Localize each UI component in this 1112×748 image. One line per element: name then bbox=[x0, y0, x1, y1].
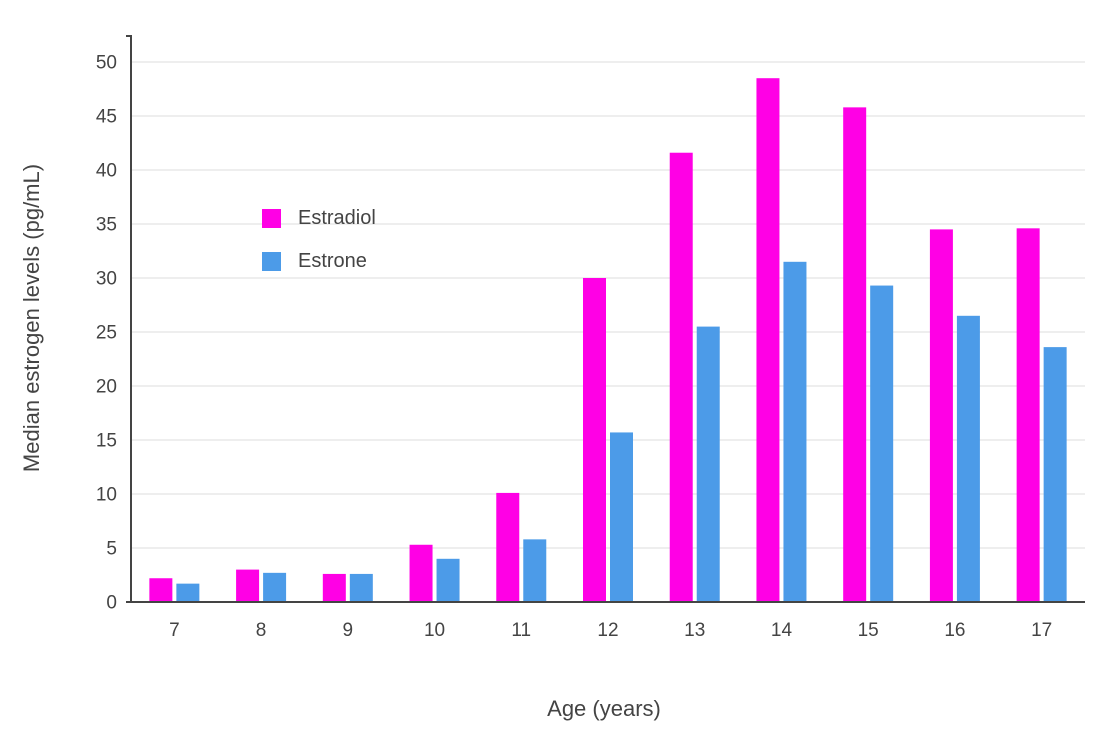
estradiol-swatch-icon bbox=[262, 209, 281, 228]
bar-estradiol bbox=[149, 578, 173, 602]
bar-estradiol bbox=[843, 107, 867, 603]
bar-estrone bbox=[783, 261, 807, 602]
bar-estrone bbox=[610, 432, 633, 602]
y-tick-label: 30 bbox=[96, 269, 117, 290]
x-tick-label: 14 bbox=[771, 620, 793, 641]
x-tick-label: 8 bbox=[256, 620, 267, 641]
x-axis-title: Age (years) bbox=[547, 696, 661, 721]
y-tick-label: 45 bbox=[96, 107, 117, 128]
bar-estradiol bbox=[496, 492, 520, 602]
bar-estrone bbox=[1043, 347, 1067, 602]
legend: Estradiol Estrone bbox=[262, 207, 376, 273]
legend-label-estradiol: Estradiol bbox=[298, 207, 376, 229]
bar-estrone bbox=[956, 315, 980, 602]
y-tick-label: 25 bbox=[96, 323, 117, 344]
bar-estrone bbox=[523, 539, 547, 602]
bar-estradiol bbox=[409, 544, 433, 602]
y-tick-label: 35 bbox=[96, 215, 117, 236]
x-tick-label: 7 bbox=[169, 620, 180, 641]
bar-estradiol bbox=[322, 573, 346, 602]
x-tick-label: 17 bbox=[1031, 620, 1052, 641]
bar-estradiol bbox=[929, 229, 953, 602]
bar-estrone bbox=[696, 326, 720, 602]
bar-estrone bbox=[263, 572, 287, 602]
legend-item-estradiol[interactable]: Estradiol bbox=[262, 207, 376, 230]
y-tick-label: 15 bbox=[96, 431, 117, 452]
legend-label-estrone: Estrone bbox=[298, 250, 367, 272]
x-tick-label: 9 bbox=[343, 620, 354, 641]
y-tick-label: 10 bbox=[96, 485, 117, 506]
y-axis-title: Median estrogen levels (pg/mL) bbox=[19, 163, 44, 473]
bar-estradiol bbox=[236, 569, 260, 602]
y-tick-label: 40 bbox=[96, 161, 117, 182]
bar-estradiol bbox=[1016, 228, 1040, 602]
x-tick-label: 15 bbox=[858, 620, 879, 641]
bar-estrone bbox=[436, 558, 460, 602]
bar-estrone bbox=[349, 573, 373, 602]
bar-estradiol bbox=[583, 278, 606, 602]
y-tick-label: 50 bbox=[96, 53, 117, 74]
y-tick-label: 5 bbox=[106, 539, 117, 560]
y-tick-label: 0 bbox=[106, 593, 117, 614]
legend-item-estrone[interactable]: Estrone bbox=[262, 250, 376, 273]
bar-estrone bbox=[176, 583, 200, 602]
bar-estradiol bbox=[756, 78, 780, 602]
x-tick-label: 13 bbox=[684, 620, 705, 641]
x-tick-label: 11 bbox=[511, 620, 531, 641]
bar-estrone bbox=[870, 285, 894, 602]
x-tick-label: 16 bbox=[944, 620, 965, 641]
x-tick-label: 10 bbox=[424, 620, 445, 641]
y-tick-label: 20 bbox=[96, 377, 117, 398]
estrone-swatch-icon bbox=[262, 252, 281, 271]
bar-estradiol bbox=[669, 152, 693, 602]
x-tick-label: 12 bbox=[597, 620, 618, 641]
